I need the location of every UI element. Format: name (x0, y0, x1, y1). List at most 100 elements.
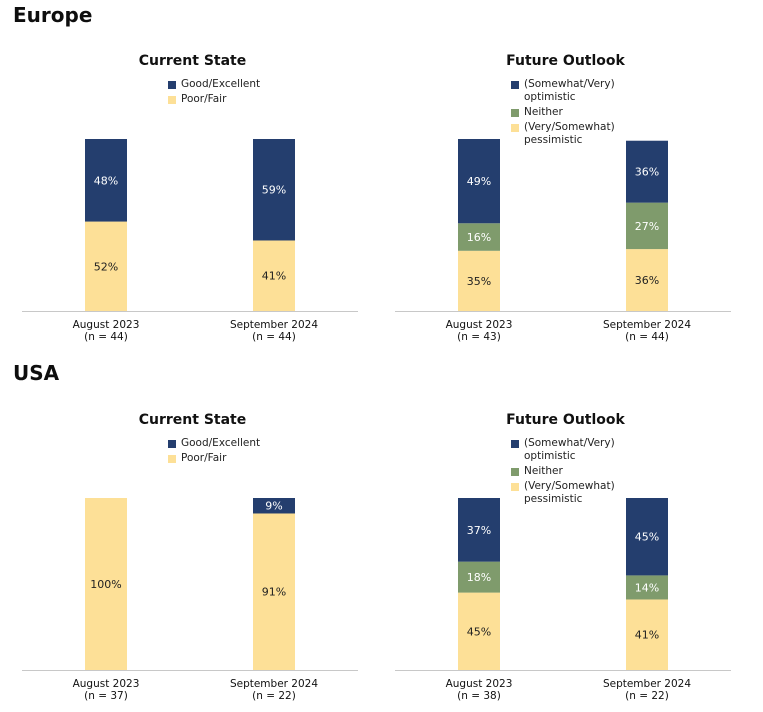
x-tick-label: August 2023 (n = 38) (424, 678, 534, 702)
sample-size-label: (n = 22) (252, 690, 296, 702)
bar-segment-somewhat-very-optimistic (458, 498, 500, 562)
legend-item-very-somewhat-pessimistic: (Very/Somewhat) pessimistic (511, 121, 624, 147)
bar-segment-poor-fair (85, 498, 127, 670)
legend-swatch (511, 483, 519, 491)
region-title-usa: USA (13, 361, 60, 385)
category-label: August 2023 (445, 678, 513, 690)
data-label: 14% (635, 581, 659, 594)
legend-item-good-excellent: Good/Excellent (168, 78, 281, 91)
x-tick-label: August 2023 (n = 43) (424, 319, 534, 343)
x-tick-label: August 2023 (n = 37) (51, 678, 161, 702)
chart-usa-current-state: Current State Good/Excellent Poor/Fair 100… (20, 404, 365, 704)
bar-segment-somewhat-very-optimistic (626, 140, 668, 203)
data-label: 52% (94, 260, 118, 273)
bar-segment-good-excellent (85, 139, 127, 222)
legend-swatch (511, 81, 519, 89)
legend-item-poor-fair: Poor/Fair (168, 452, 281, 465)
bar-segment-very-somewhat-pessimistic (626, 249, 668, 311)
data-label: 48% (94, 174, 118, 187)
bar-segment-neither (626, 575, 668, 600)
sample-size-label: (n = 44) (625, 331, 669, 343)
data-label: 41% (635, 629, 659, 642)
legend-swatch (168, 81, 176, 89)
chart-plot: 45% 18% 37% 41% 14% 45% (395, 498, 731, 671)
chart-title: Future Outlook (506, 53, 625, 69)
x-tick-label: September 2024 (n = 44) (592, 319, 702, 343)
sample-size-label: (n = 38) (457, 690, 501, 702)
data-label: 35% (467, 275, 491, 288)
data-label: 100% (90, 578, 121, 591)
x-tick-label: September 2024 (n = 44) (219, 319, 329, 343)
bar-segment-somewhat-very-optimistic (626, 498, 668, 576)
data-label: 9% (265, 500, 282, 513)
sample-size-label: (n = 44) (252, 331, 296, 343)
legend-swatch (168, 440, 176, 448)
legend-item-poor-fair: Poor/Fair (168, 93, 281, 106)
x-tick-label: September 2024 (n = 22) (592, 678, 702, 702)
legend-item-somewhat-very-optimistic: (Somewhat/Very) optimistic (511, 437, 624, 463)
data-label: 36% (635, 274, 659, 287)
data-label: 41% (262, 270, 286, 283)
legend-swatch (168, 96, 176, 104)
sample-size-label: (n = 44) (84, 331, 128, 343)
sample-size-label: (n = 37) (84, 690, 128, 702)
sample-size-label: (n = 22) (625, 690, 669, 702)
data-label: 45% (467, 625, 491, 638)
legend-label: Neither (524, 106, 563, 118)
legend: Good/Excellent Poor/Fair (168, 437, 281, 467)
legend-swatch (511, 440, 519, 448)
legend-label: (Somewhat/Very) optimistic (524, 437, 615, 462)
category-label: August 2023 (445, 319, 513, 331)
legend-label: Good/Excellent (181, 437, 261, 449)
bar-segment-good-excellent (253, 139, 295, 241)
chart-usa-future-outlook: Future Outlook (Somewhat/Very) optimisti… (393, 404, 738, 704)
category-label: September 2024 (229, 678, 319, 690)
legend-label: Neither (524, 465, 563, 477)
bar-segment-very-somewhat-pessimistic (626, 599, 668, 670)
x-tick-label: August 2023 (n = 44) (51, 319, 161, 343)
chart-europe-future-outlook: Future Outlook (Somewhat/Very) optimisti… (393, 45, 738, 345)
bar-segment-somewhat-very-optimistic (458, 139, 500, 224)
data-label: 18% (467, 571, 491, 584)
bar-segment-neither (458, 223, 500, 251)
bar-segment-neither (626, 202, 668, 250)
bar-segment-very-somewhat-pessimistic (458, 592, 500, 670)
chart-plot: 35% 16% 49% 36% 27% 36% (395, 139, 731, 312)
category-label: September 2024 (229, 319, 319, 331)
legend-swatch (511, 109, 519, 117)
legend-label: Poor/Fair (181, 93, 227, 105)
legend: Good/Excellent Poor/Fair (168, 78, 281, 108)
bar-segment-poor-fair (85, 221, 127, 311)
bar-segment-poor-fair (253, 513, 295, 670)
category-label: September 2024 (602, 678, 692, 690)
chart-title: Current State (138, 412, 247, 428)
legend-item-good-excellent: Good/Excellent (168, 437, 281, 450)
bar-segment-very-somewhat-pessimistic (458, 250, 500, 311)
bar-segment-good-excellent (253, 498, 295, 514)
data-label: 49% (467, 175, 491, 188)
data-label: 36% (635, 166, 659, 179)
chart-europe-current-state: Current State Good/Excellent Poor/Fair 52%… (20, 45, 365, 345)
chart-title: Current State (138, 53, 247, 69)
category-label: September 2024 (602, 319, 692, 331)
legend-label: (Somewhat/Very) optimistic (524, 78, 615, 103)
legend-swatch (168, 455, 176, 463)
legend: (Somewhat/Very) optimistic Neither (Very/S… (511, 78, 624, 149)
chart-plot: 52% 48% 41% 59% (22, 139, 358, 312)
legend-swatch (511, 124, 519, 132)
region-title-europe: Europe (13, 3, 93, 27)
x-tick-label: September 2024 (n = 22) (219, 678, 329, 702)
legend-item-neither: Neither (511, 465, 624, 478)
sample-size-label: (n = 43) (457, 331, 501, 343)
bar-segment-poor-fair (253, 240, 295, 311)
chart-plot: 100% 91% 9% (22, 498, 358, 671)
data-label: 45% (635, 531, 659, 544)
legend-item-somewhat-very-optimistic: (Somewhat/Very) optimistic (511, 78, 624, 104)
legend-label: Good/Excellent (181, 78, 261, 90)
bar-segment-neither (458, 561, 500, 593)
data-label: 27% (635, 220, 659, 233)
legend-item-neither: Neither (511, 106, 624, 119)
legend-label: Poor/Fair (181, 452, 227, 464)
legend: (Somewhat/Very) optimistic Neither (Very/S… (511, 437, 624, 508)
legend-item-very-somewhat-pessimistic: (Very/Somewhat) pessimistic (511, 480, 624, 506)
